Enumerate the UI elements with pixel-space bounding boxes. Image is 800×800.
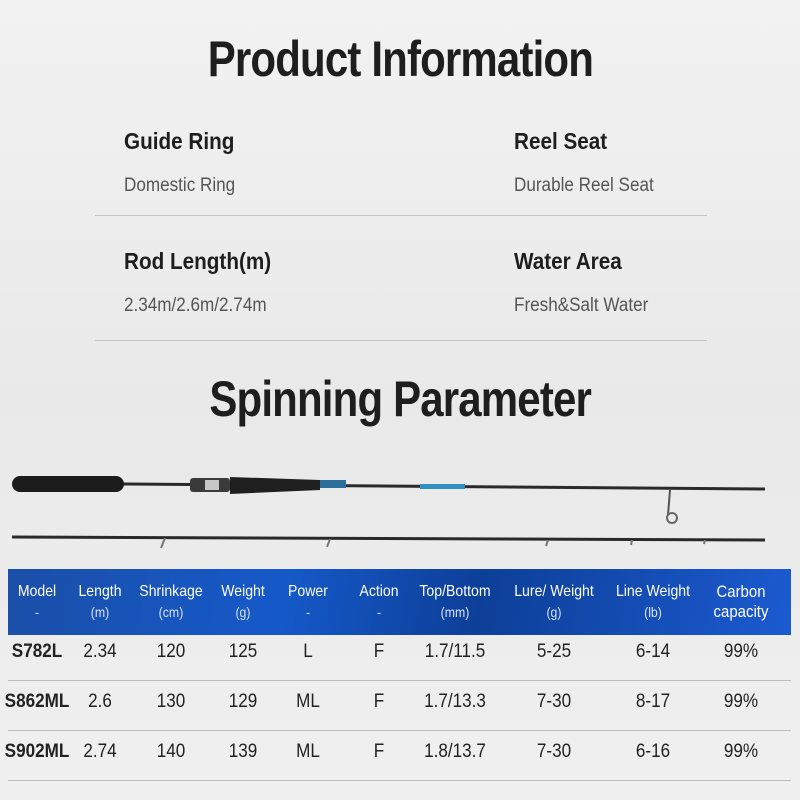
table-cell: 140	[156, 741, 186, 762]
table-cell: 130	[156, 691, 186, 712]
column-header: Power -	[288, 582, 328, 622]
table-cell: 99%	[723, 691, 759, 712]
info-label: Guide Ring	[124, 128, 235, 154]
page-title-text: Product Information	[207, 31, 593, 87]
info-label: Reel Seat	[514, 128, 608, 154]
column-header: Action -	[359, 582, 398, 622]
column-header: Line Weight (lb)	[616, 582, 690, 622]
row-divider	[8, 780, 791, 781]
column-header: Carbon capacity	[710, 582, 772, 622]
column-name: Power	[288, 583, 328, 600]
column-unit: -	[34, 604, 40, 620]
column-unit: (mm)	[440, 604, 470, 620]
table-cell: F	[373, 641, 385, 662]
column-unit: -	[305, 604, 311, 620]
info-value: 2.34m/2.6m/2.74m	[124, 295, 267, 316]
column-unit: (cm)	[158, 604, 184, 620]
table-cell: S862ML	[4, 691, 70, 712]
column-name: Model	[17, 583, 57, 600]
info-value: Domestic Ring	[124, 175, 236, 196]
column-header: Weight (g)	[221, 582, 265, 622]
table-cell: 1.7/13.3	[424, 691, 486, 712]
column-name: Top/Bottom	[419, 583, 491, 600]
table-cell: 129	[228, 691, 258, 712]
column-unit: (m)	[90, 604, 110, 620]
table-header	[8, 569, 791, 635]
column-header: Shrinkage (cm)	[139, 582, 202, 622]
column-unit: (g)	[235, 604, 251, 620]
section-title: Spinning Parameter	[0, 370, 800, 428]
column-header: Lure/ Weight (g)	[514, 582, 594, 622]
column-name: Lure/ Weight	[514, 583, 594, 600]
section-title-text: Spinning Parameter	[209, 371, 591, 427]
table-cell: 5-25	[536, 641, 572, 662]
table-cell: 2.34	[83, 641, 117, 662]
divider	[95, 215, 707, 216]
table-cell: S902ML	[4, 741, 70, 762]
info-value: Fresh&Salt Water	[514, 295, 649, 316]
table-cell: F	[373, 691, 385, 712]
table-cell: 6-16	[635, 741, 671, 762]
column-name: Action	[359, 583, 399, 600]
column-header: Model -	[18, 582, 56, 622]
column-name: Line Weight	[615, 583, 691, 600]
column-unit: (lb)	[644, 604, 662, 620]
table-cell: F	[373, 741, 385, 762]
table-cell: 7-30	[536, 741, 572, 762]
column-header: Length (m)	[78, 582, 121, 622]
info-value: Durable Reel Seat	[514, 175, 654, 196]
table-cell: 99%	[723, 641, 759, 662]
table-cell: 2.74	[83, 741, 117, 762]
info-label: Water Area	[514, 248, 622, 274]
column-unit: (g)	[546, 604, 562, 620]
table-cell: ML	[296, 741, 320, 762]
table-cell: 120	[156, 641, 186, 662]
table-cell: 7-30	[536, 691, 572, 712]
column-name: Length	[78, 583, 122, 600]
divider	[95, 340, 707, 341]
row-divider	[8, 730, 791, 731]
column-name: Carbon capacity	[713, 582, 769, 621]
table-cell: ML	[296, 691, 320, 712]
info-label: Rod Length(m)	[124, 248, 272, 274]
table-cell: 99%	[723, 741, 759, 762]
column-name: Shrinkage	[139, 583, 203, 600]
table-cell: S782L	[11, 641, 63, 662]
table-cell: 1.7/11.5	[424, 641, 486, 662]
table-cell: 2.6	[88, 691, 112, 712]
table-cell: 125	[228, 641, 258, 662]
table-cell: 8-17	[635, 691, 671, 712]
page-title: Product Information	[0, 30, 800, 88]
table-cell: 1.8/13.7	[424, 741, 486, 762]
column-name: Weight	[221, 583, 265, 600]
column-header: Top/Bottom (mm)	[419, 582, 490, 622]
column-unit: -	[376, 604, 382, 620]
row-divider	[8, 680, 791, 681]
table-cell: 6-14	[635, 641, 671, 662]
table-cell: L	[303, 641, 313, 662]
table-cell: 139	[228, 741, 258, 762]
rod-illustration	[11, 476, 766, 549]
